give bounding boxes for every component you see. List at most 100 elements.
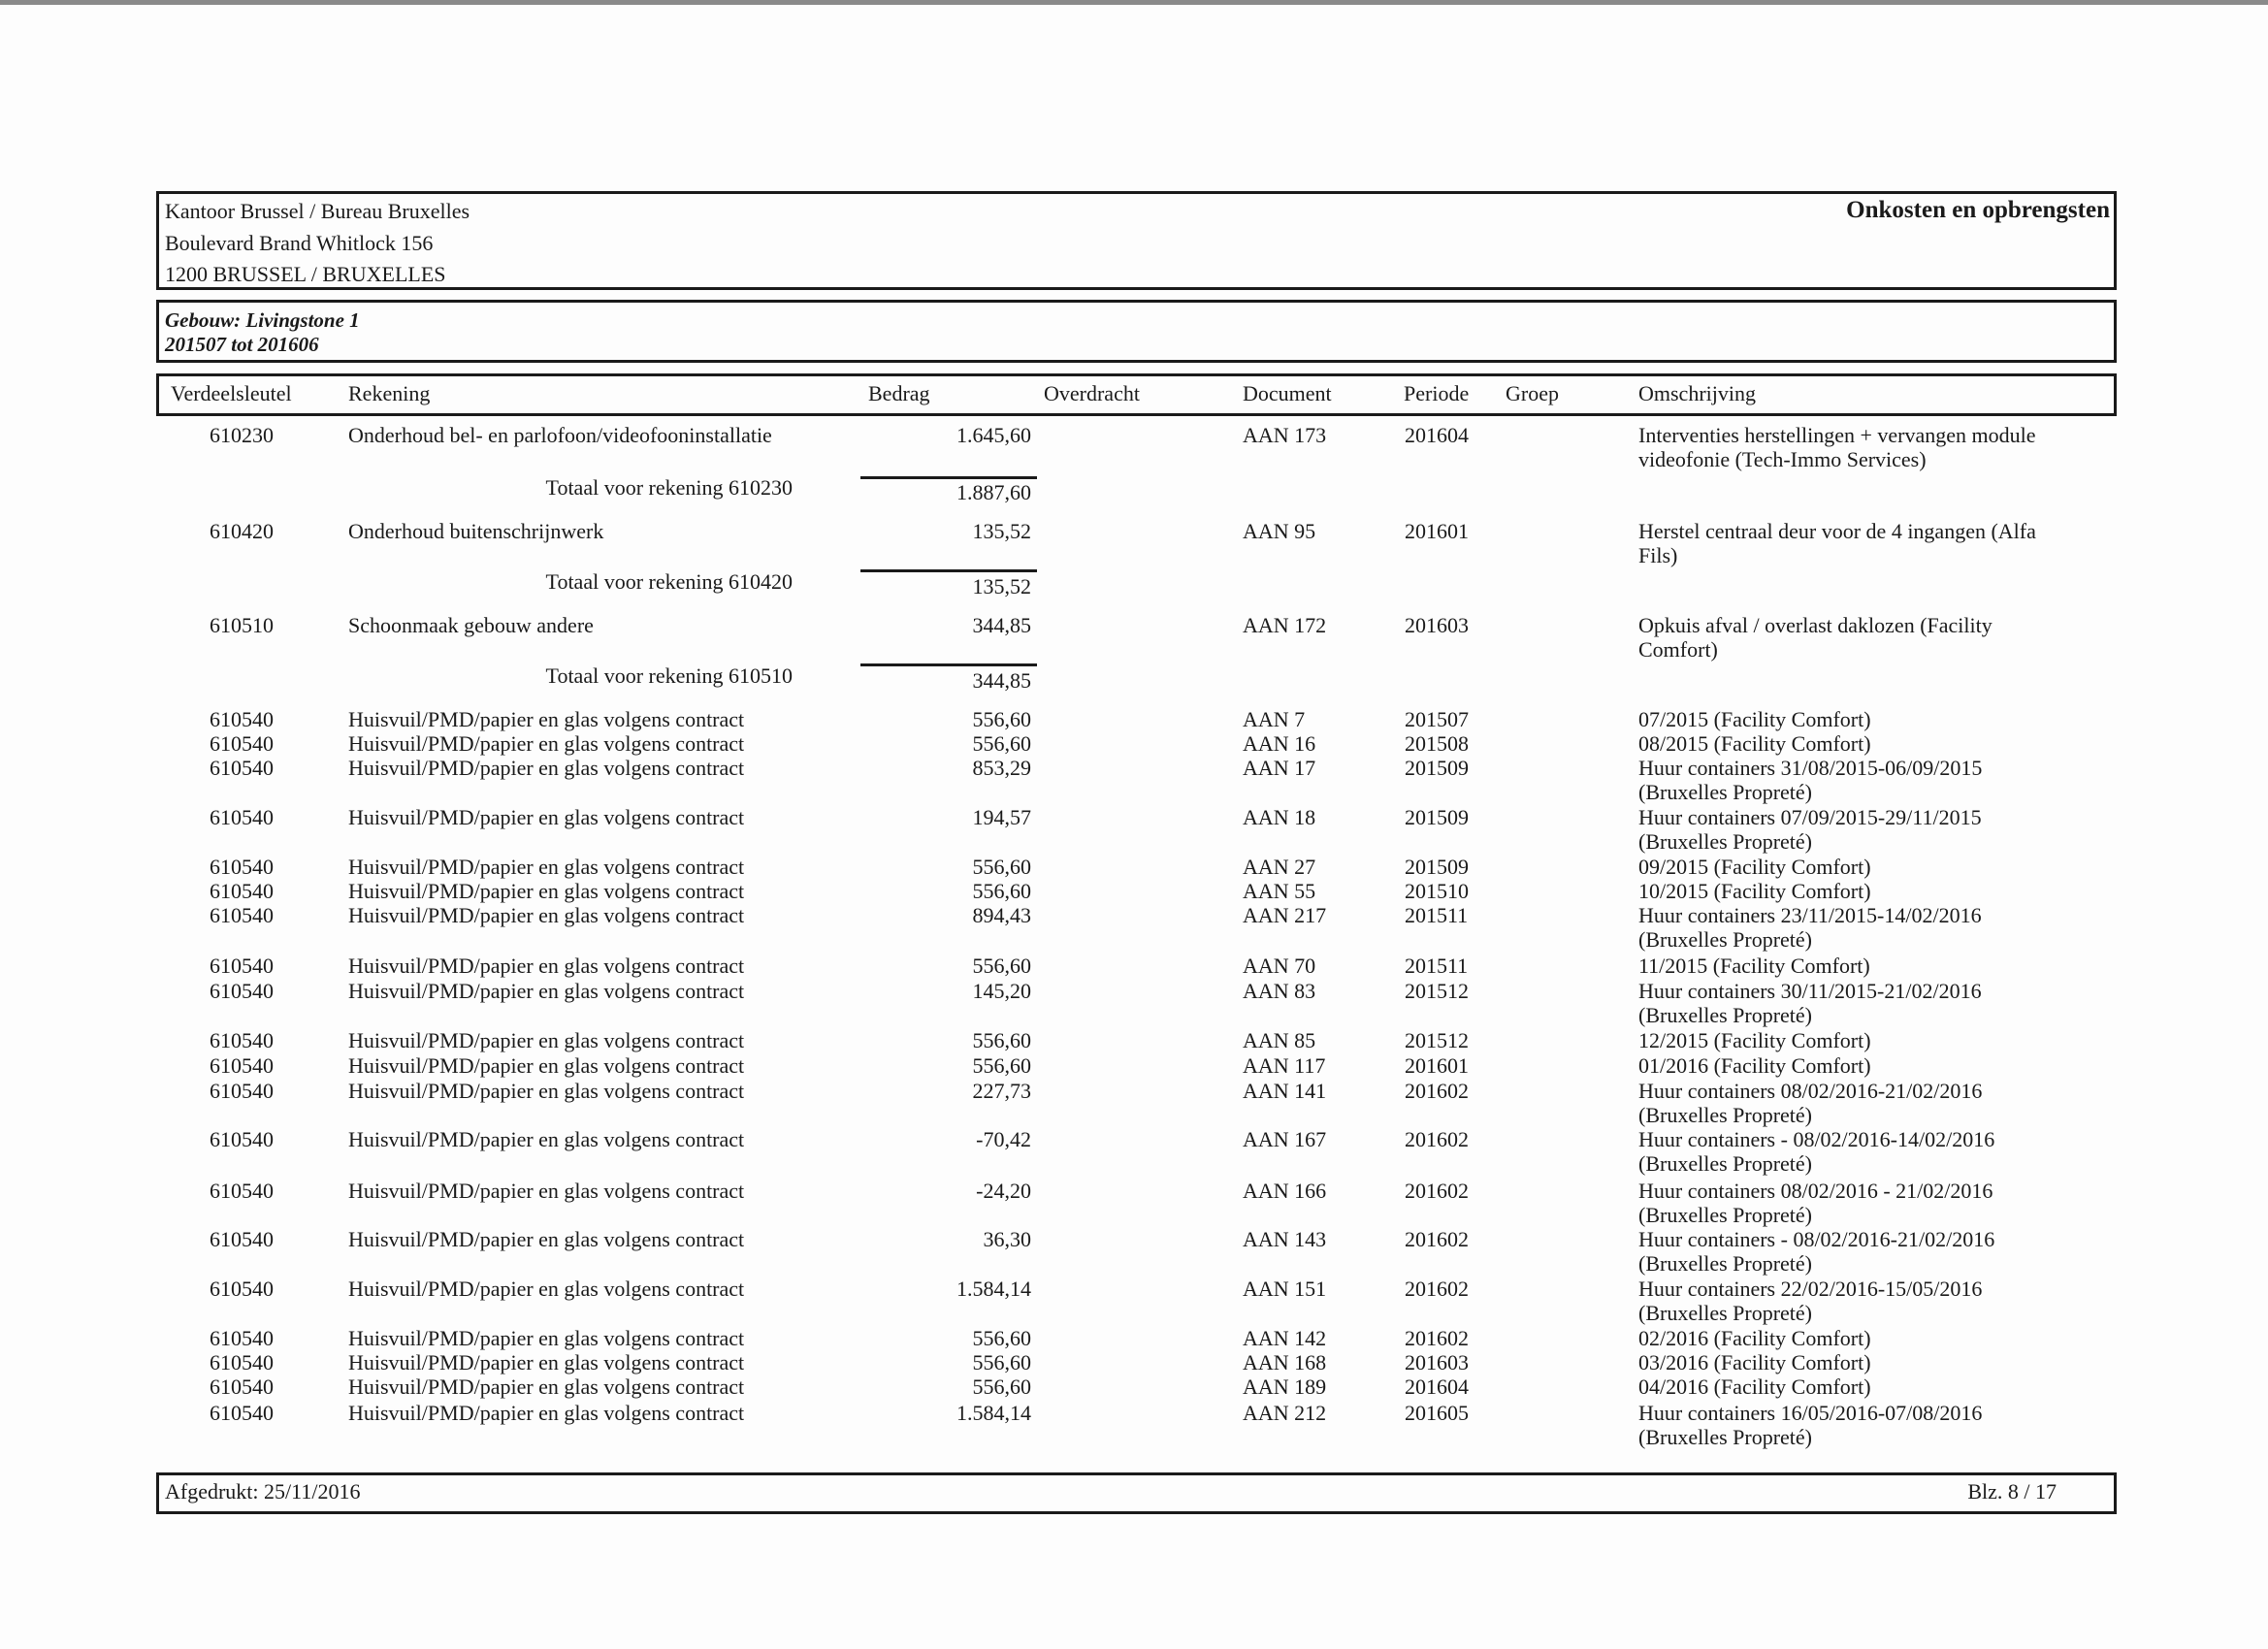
row-omschrijving: (Bruxelles Propreté) bbox=[1638, 1103, 1812, 1127]
total-rule bbox=[860, 663, 1037, 666]
row-document: AAN 173 bbox=[1243, 423, 1327, 447]
row-verdeelsleutel: 610540 bbox=[210, 1028, 274, 1052]
row-rekening: Huisvuil/PMD/papier en glas volgens cont… bbox=[348, 855, 745, 879]
row-rekening: Huisvuil/PMD/papier en glas volgens cont… bbox=[348, 1028, 745, 1052]
row-periode: 201509 bbox=[1405, 855, 1469, 879]
row-rekening: Huisvuil/PMD/papier en glas volgens cont… bbox=[348, 1326, 745, 1350]
row-rekening: Huisvuil/PMD/papier en glas volgens cont… bbox=[348, 756, 745, 780]
row-omschrijving: (Bruxelles Propreté) bbox=[1638, 829, 1812, 854]
row-omschrijving: 10/2015 (Facility Comfort) bbox=[1638, 879, 1871, 903]
row-document: AAN 83 bbox=[1243, 979, 1316, 1003]
row-omschrijving: Herstel centraal deur voor de 4 ingangen… bbox=[1638, 519, 2036, 543]
row-verdeelsleutel: 610540 bbox=[210, 1350, 274, 1374]
col-document: Document bbox=[1243, 381, 1332, 405]
row-document: AAN 55 bbox=[1243, 879, 1316, 903]
total-rule bbox=[860, 569, 1037, 572]
row-rekening: Huisvuil/PMD/papier en glas volgens cont… bbox=[348, 903, 745, 927]
row-rekening: Huisvuil/PMD/papier en glas volgens cont… bbox=[348, 1127, 745, 1151]
col-groep: Groep bbox=[1506, 381, 1559, 405]
page-number: Blz. 8 / 17 bbox=[1967, 1479, 2057, 1504]
row-bedrag: 556,60 bbox=[972, 1350, 1032, 1374]
row-omschrijving: (Bruxelles Propreté) bbox=[1638, 1425, 1812, 1449]
row-rekening: Huisvuil/PMD/papier en glas volgens cont… bbox=[348, 1350, 745, 1374]
row-omschrijving: Comfort) bbox=[1638, 637, 1718, 662]
row-periode: 201509 bbox=[1405, 805, 1469, 829]
col-periode: Periode bbox=[1404, 381, 1470, 405]
row-rekening: Huisvuil/PMD/papier en glas volgens cont… bbox=[348, 1277, 745, 1301]
row-rekening: Huisvuil/PMD/papier en glas volgens cont… bbox=[348, 1179, 745, 1203]
row-periode: 201602 bbox=[1405, 1079, 1469, 1103]
row-omschrijving: 12/2015 (Facility Comfort) bbox=[1638, 1028, 1871, 1052]
total-label: Totaal voor rekening 610510 bbox=[545, 663, 793, 688]
row-verdeelsleutel: 610540 bbox=[210, 1127, 274, 1151]
office-line-3: 1200 BRUSSEL / BRUXELLES bbox=[165, 262, 446, 286]
row-rekening: Onderhoud buitenschrijnwerk bbox=[348, 519, 604, 543]
row-omschrijving: 03/2016 (Facility Comfort) bbox=[1638, 1350, 1871, 1374]
row-omschrijving: Huur containers - 08/02/2016-14/02/2016 bbox=[1638, 1127, 1995, 1151]
row-document: AAN 16 bbox=[1243, 731, 1316, 756]
row-periode: 201603 bbox=[1405, 1350, 1469, 1374]
office-header bbox=[156, 191, 2117, 290]
row-periode: 201509 bbox=[1405, 756, 1469, 780]
row-bedrag: 1.584,14 bbox=[956, 1401, 1031, 1425]
row-document: AAN 70 bbox=[1243, 954, 1316, 978]
row-document: AAN 167 bbox=[1243, 1127, 1327, 1151]
row-rekening: Huisvuil/PMD/papier en glas volgens cont… bbox=[348, 954, 745, 978]
row-rekening: Huisvuil/PMD/papier en glas volgens cont… bbox=[348, 879, 745, 903]
row-periode: 201605 bbox=[1405, 1401, 1469, 1425]
building-header bbox=[156, 300, 2117, 363]
row-bedrag: -24,20 bbox=[976, 1179, 1031, 1203]
row-bedrag: 894,43 bbox=[972, 903, 1032, 927]
row-document: AAN 17 bbox=[1243, 756, 1316, 780]
row-periode: 201507 bbox=[1405, 707, 1469, 731]
row-omschrijving: 11/2015 (Facility Comfort) bbox=[1638, 954, 1870, 978]
row-omschrijving: Fils) bbox=[1638, 543, 1678, 567]
row-document: AAN 172 bbox=[1243, 613, 1327, 637]
row-bedrag: 556,60 bbox=[972, 1374, 1032, 1399]
row-rekening: Huisvuil/PMD/papier en glas volgens cont… bbox=[348, 1374, 745, 1399]
row-verdeelsleutel: 610540 bbox=[210, 855, 274, 879]
col-omschrijving: Omschrijving bbox=[1638, 381, 1756, 405]
row-bedrag: 556,60 bbox=[972, 707, 1032, 731]
row-document: AAN 7 bbox=[1243, 707, 1306, 731]
scan-edge bbox=[0, 0, 2268, 5]
row-omschrijving: 07/2015 (Facility Comfort) bbox=[1638, 707, 1871, 731]
row-document: AAN 217 bbox=[1243, 903, 1327, 927]
row-document: AAN 142 bbox=[1243, 1326, 1327, 1350]
total-rule bbox=[860, 476, 1037, 479]
row-rekening: Huisvuil/PMD/papier en glas volgens cont… bbox=[348, 707, 745, 731]
page-footer bbox=[156, 1472, 2117, 1514]
row-omschrijving: Huur containers 08/02/2016 - 21/02/2016 bbox=[1638, 1179, 1993, 1203]
office-line-1: Kantoor Brussel / Bureau Bruxelles bbox=[165, 199, 470, 223]
building-name: Gebouw: Livingstone 1 bbox=[165, 308, 360, 332]
row-periode: 201512 bbox=[1405, 979, 1469, 1003]
total-amount: 135,52 bbox=[972, 574, 1032, 598]
row-rekening: Huisvuil/PMD/papier en glas volgens cont… bbox=[348, 1079, 745, 1103]
row-verdeelsleutel: 610540 bbox=[210, 731, 274, 756]
row-periode: 201510 bbox=[1405, 879, 1469, 903]
row-bedrag: 556,60 bbox=[972, 1028, 1032, 1052]
row-document: AAN 141 bbox=[1243, 1079, 1327, 1103]
row-omschrijving: Huur containers 31/08/2015-06/09/2015 bbox=[1638, 756, 1983, 780]
row-omschrijving: Huur containers 23/11/2015-14/02/2016 bbox=[1638, 903, 1982, 927]
row-bedrag: 194,57 bbox=[972, 805, 1032, 829]
row-document: AAN 166 bbox=[1243, 1179, 1327, 1203]
row-verdeelsleutel: 610540 bbox=[210, 954, 274, 978]
row-omschrijving: Interventies herstellingen + vervangen m… bbox=[1638, 423, 2036, 447]
row-verdeelsleutel: 610540 bbox=[210, 1227, 274, 1251]
row-periode: 201604 bbox=[1405, 1374, 1469, 1399]
total-label: Totaal voor rekening 610420 bbox=[545, 569, 793, 594]
row-bedrag: 556,60 bbox=[972, 855, 1032, 879]
row-document: AAN 189 bbox=[1243, 1374, 1327, 1399]
row-bedrag: 1.645,60 bbox=[956, 423, 1031, 447]
row-rekening: Huisvuil/PMD/papier en glas volgens cont… bbox=[348, 1053, 745, 1078]
row-omschrijving: Huur containers 22/02/2016-15/05/2016 bbox=[1638, 1277, 1983, 1301]
row-document: AAN 151 bbox=[1243, 1277, 1327, 1301]
row-verdeelsleutel: 610540 bbox=[210, 1053, 274, 1078]
row-verdeelsleutel: 610540 bbox=[210, 1326, 274, 1350]
row-omschrijving: Huur containers 16/05/2016-07/08/2016 bbox=[1638, 1401, 1983, 1425]
row-verdeelsleutel: 610540 bbox=[210, 879, 274, 903]
row-verdeelsleutel: 610540 bbox=[210, 707, 274, 731]
row-periode: 201602 bbox=[1405, 1179, 1469, 1203]
row-periode: 201511 bbox=[1405, 954, 1469, 978]
